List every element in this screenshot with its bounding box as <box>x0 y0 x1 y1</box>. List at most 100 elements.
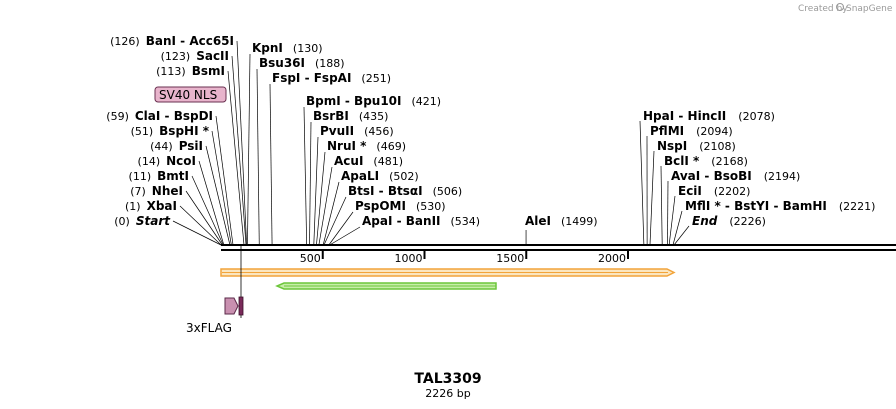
site-hpai[interactable]: HpaI - HincII (2078) <box>643 109 775 123</box>
site-position: (113) <box>156 65 186 78</box>
site-psii[interactable]: PsiI (44) <box>150 139 203 153</box>
sv40-nls-feature[interactable]: SV40 NLS <box>154 86 227 103</box>
leader-kpni <box>247 53 251 246</box>
site-labels[interactable]: Start (0) XbaI (1) NheI (7) BmtI (11) NcoI (14) Ps… <box>106 34 875 228</box>
site-name: MflI * - BstYI - BamHI <box>685 199 827 213</box>
site-name: PsiI <box>179 139 203 153</box>
site-start[interactable]: Start (0) <box>114 214 171 228</box>
site-position: (51) <box>131 125 154 138</box>
site-apali[interactable]: ApaLI (502) <box>341 169 419 183</box>
site-end[interactable]: End (2226) <box>692 214 766 228</box>
site-name: BsrBI <box>313 109 349 123</box>
site-position: (11) <box>129 170 152 183</box>
site-pvuii[interactable]: PvuII (456) <box>320 124 394 138</box>
site-bani[interactable]: BanI - Acc65I (126) <box>110 34 234 48</box>
leader-apali <box>322 181 340 246</box>
map-title: TAL3309 <box>414 371 481 387</box>
green-feature-arrow[interactable] <box>275 282 497 290</box>
site-nspi[interactable]: NspI (2108) <box>657 139 736 153</box>
site-name: BanI - Acc65I <box>146 34 234 48</box>
leader-bsrbi <box>309 121 312 246</box>
site-position: (435) <box>359 110 389 123</box>
leader-sacii <box>231 55 247 246</box>
site-position: (2226) <box>729 215 766 228</box>
site-name: End <box>692 214 718 228</box>
site-position: (0) <box>114 215 130 228</box>
leader-ncoi <box>198 160 225 246</box>
site-clai[interactable]: ClaI - BspDI (59) <box>106 109 213 123</box>
leader-bcli <box>660 165 663 246</box>
site-name: PflMI <box>650 124 684 138</box>
site-btsi[interactable]: BtsI - BtsαI (506) <box>348 184 462 198</box>
leader-bsmi <box>227 70 245 246</box>
leader-fspi <box>269 83 273 246</box>
flag-label: 3xFLAG <box>186 321 232 335</box>
site-position: (14) <box>138 155 161 168</box>
leader-hpai <box>639 120 645 246</box>
site-alei[interactable]: AleI (1499) <box>525 214 598 228</box>
site-bsphi[interactable]: BspHI * (51) <box>131 124 210 138</box>
site-acui[interactable]: AcuI (481) <box>334 154 403 168</box>
leader-pspomi <box>328 211 354 246</box>
site-position: (481) <box>373 155 403 168</box>
watermark-created-by: Created by <box>798 4 848 14</box>
site-position: (123) <box>161 50 191 63</box>
site-pspomi[interactable]: PspOMI (530) <box>355 199 446 213</box>
ruler-tick-label: 2000 <box>598 252 626 265</box>
site-name: BpmI - Bpu10I <box>306 94 401 108</box>
site-name: BclI * <box>664 154 700 168</box>
site-name: KpnI <box>252 41 283 55</box>
leader-bpmi <box>303 106 308 246</box>
site-name: NheI <box>152 184 183 198</box>
leader-acui <box>318 166 333 246</box>
flag-arrow-shape[interactable] <box>224 297 239 315</box>
site-sacii[interactable]: SacII (123) <box>161 49 229 63</box>
flag-feature[interactable]: 3xFLAG <box>186 245 244 335</box>
leader-bsphi <box>211 130 232 246</box>
site-nhei[interactable]: NheI (7) <box>130 184 183 198</box>
leader-psii <box>205 145 231 246</box>
site-bmti[interactable]: BmtI (11) <box>129 169 189 183</box>
site-name: Start <box>136 214 171 228</box>
site-position: (502) <box>389 170 419 183</box>
site-xbai[interactable]: XbaI (1) <box>125 199 177 213</box>
leader-end <box>673 225 690 246</box>
site-bpmi[interactable]: BpmI - Bpu10I (421) <box>306 94 441 108</box>
site-ecii[interactable]: EciI (2202) <box>678 184 750 198</box>
site-kpni[interactable]: KpnI (130) <box>252 41 323 55</box>
site-mfli[interactable]: MflI * - BstYI - BamHI (2221) <box>685 199 875 213</box>
leader-apai <box>329 226 361 246</box>
site-bcli[interactable]: BclI * (2168) <box>664 154 748 168</box>
site-position: (2168) <box>711 155 748 168</box>
leader-mfli <box>672 210 683 246</box>
site-pflmi[interactable]: PflMI (2094) <box>650 124 733 138</box>
orange-feature-arrow[interactable] <box>220 268 676 277</box>
site-name: NruI * <box>327 139 367 153</box>
leader-nspi <box>649 150 655 246</box>
site-position: (2108) <box>699 140 736 153</box>
site-name: HpaI - HincII <box>643 109 726 123</box>
site-name: BsmI <box>192 64 225 78</box>
site-bsrbi[interactable]: BsrBI (435) <box>313 109 388 123</box>
site-position: (130) <box>293 42 323 55</box>
site-position: (2078) <box>738 110 775 123</box>
leader-nrui <box>316 151 326 246</box>
site-name: ApaLI <box>341 169 379 183</box>
site-avai[interactable]: AvaI - BsoBI (2194) <box>671 169 800 183</box>
site-apai[interactable]: ApaI - BanII (534) <box>362 214 480 228</box>
dna-backbone <box>221 244 896 251</box>
site-name: ClaI - BspDI <box>135 109 213 123</box>
sv40-nls-box[interactable] <box>154 86 227 103</box>
leader-bsu36i <box>256 68 260 246</box>
site-position: (126) <box>110 35 140 48</box>
site-fspi[interactable]: FspI - FspAI (251) <box>272 71 391 85</box>
site-nrui[interactable]: NruI * (469) <box>327 139 406 153</box>
map-length: 2226 bp <box>425 387 470 400</box>
site-ncoi[interactable]: NcoI (14) <box>138 154 196 168</box>
site-name: SacII <box>196 49 229 63</box>
site-position: (456) <box>364 125 394 138</box>
leader-btsi <box>323 196 347 246</box>
site-bsu36i[interactable]: Bsu36I (188) <box>259 56 345 70</box>
site-bsmi[interactable]: BsmI (113) <box>156 64 225 78</box>
